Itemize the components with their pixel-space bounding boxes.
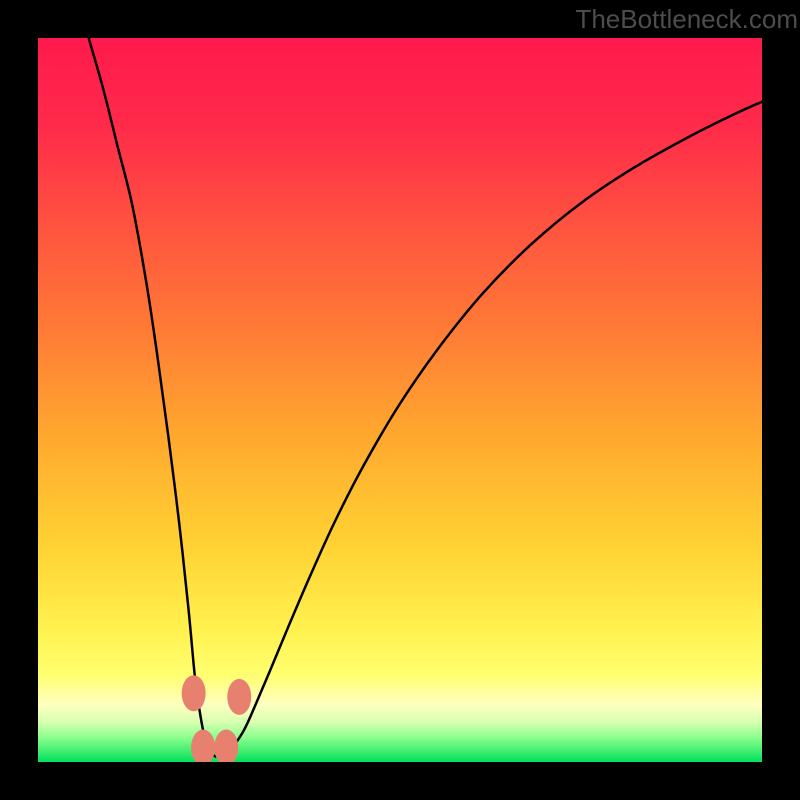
curve-marker bbox=[191, 730, 215, 766]
chart-svg bbox=[0, 0, 800, 800]
curve-marker bbox=[214, 730, 238, 766]
chart-container: TheBottleneck.com bbox=[0, 0, 800, 800]
curve-marker bbox=[182, 675, 206, 711]
watermark-text: TheBottleneck.com bbox=[575, 4, 798, 35]
plot-background bbox=[38, 38, 762, 762]
curve-marker bbox=[227, 679, 251, 715]
